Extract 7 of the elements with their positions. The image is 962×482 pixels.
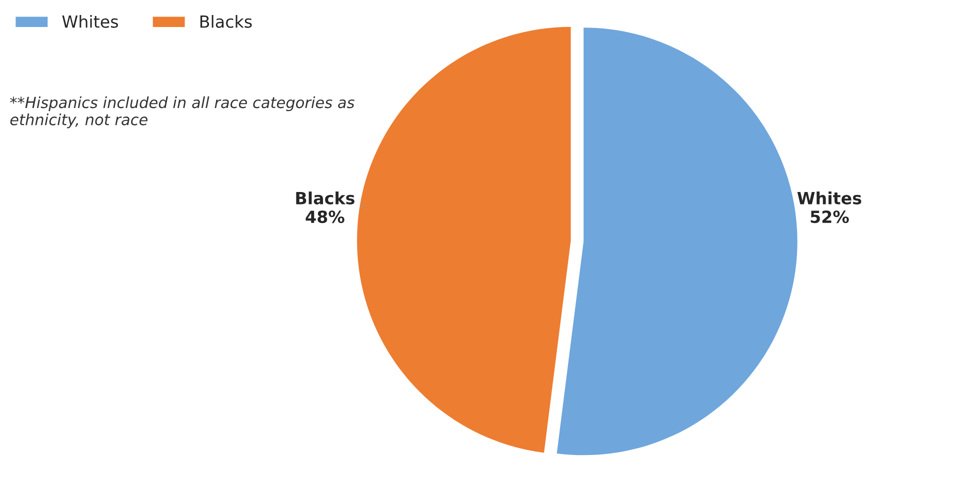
text: **Hispanics included in all race categories as ethnicity, not race (10, 96, 354, 128)
legend-label: Whites (62, 15, 118, 28)
slice-label: Whites (797, 192, 862, 204)
data-label: 52% (810, 210, 849, 224)
legend-label: Blacks (200, 15, 252, 28)
data-label: 48% (306, 210, 344, 224)
slice-label: Blacks (296, 192, 354, 204)
